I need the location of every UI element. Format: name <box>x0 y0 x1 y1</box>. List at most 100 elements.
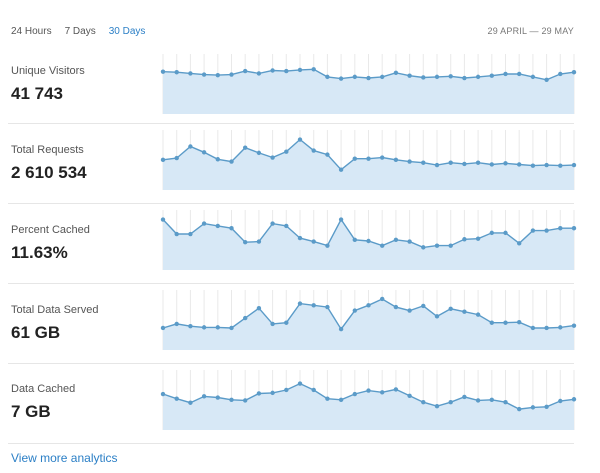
sparkline-point[interactable] <box>325 152 330 157</box>
sparkline-point[interactable] <box>256 71 262 76</box>
sparkline-point[interactable] <box>366 238 371 244</box>
sparkline-point[interactable] <box>503 320 508 325</box>
sparkline-point[interactable] <box>448 306 453 312</box>
sparkline-point[interactable] <box>215 157 220 162</box>
sparkline-point[interactable] <box>284 387 289 393</box>
sparkline-point[interactable] <box>407 73 412 78</box>
sparkline-point[interactable] <box>174 396 179 401</box>
sparkline-point[interactable] <box>215 72 220 78</box>
tab-7-days[interactable]: 7 Days <box>64 26 96 37</box>
sparkline-point[interactable] <box>571 397 577 402</box>
sparkline-point[interactable] <box>174 155 179 161</box>
sparkline-point[interactable] <box>475 398 481 403</box>
sparkline-point[interactable] <box>188 144 193 149</box>
sparkline-point[interactable] <box>462 161 467 167</box>
sparkline-point[interactable] <box>366 388 371 393</box>
sparkline-point[interactable] <box>448 160 453 165</box>
sparkline-point[interactable] <box>243 239 248 245</box>
sparkline-point[interactable] <box>503 399 508 405</box>
sparkline-point[interactable] <box>489 320 494 325</box>
sparkline-point[interactable] <box>475 160 481 165</box>
sparkline-point[interactable] <box>434 243 440 248</box>
sparkline-point[interactable] <box>448 243 453 248</box>
sparkline-point[interactable] <box>215 325 220 330</box>
sparkline-point[interactable] <box>201 394 207 399</box>
sparkline-point[interactable] <box>544 404 549 409</box>
sparkline-point[interactable] <box>325 396 330 401</box>
sparkline-point[interactable] <box>558 226 563 231</box>
sparkline-point[interactable] <box>229 325 234 331</box>
sparkline-point[interactable] <box>160 69 166 74</box>
sparkline-point[interactable] <box>462 75 467 81</box>
sparkline-point[interactable] <box>160 325 166 331</box>
sparkline-point[interactable] <box>489 397 494 403</box>
sparkline-point[interactable] <box>201 325 207 330</box>
sparkline-point[interactable] <box>544 162 549 168</box>
sparkline-point[interactable] <box>434 314 440 319</box>
sparkline-point[interactable] <box>558 398 563 404</box>
sparkline-point[interactable] <box>188 400 193 405</box>
sparkline-point[interactable] <box>311 303 316 308</box>
sparkline-point[interactable] <box>421 245 426 250</box>
sparkline-point[interactable] <box>229 397 234 403</box>
sparkline-point[interactable] <box>270 390 275 396</box>
sparkline-point[interactable] <box>393 70 399 76</box>
view-more-analytics-link[interactable]: View more analytics <box>11 451 118 465</box>
sparkline-point[interactable] <box>311 148 316 153</box>
sparkline-point[interactable] <box>434 162 440 168</box>
sparkline-point[interactable] <box>338 397 344 403</box>
tab-24-hours[interactable]: 24 Hours <box>11 26 52 37</box>
sparkline-point[interactable] <box>462 237 467 242</box>
sparkline-point[interactable] <box>311 67 316 72</box>
sparkline-point[interactable] <box>544 228 549 233</box>
sparkline-point[interactable] <box>366 75 371 81</box>
sparkline-point[interactable] <box>571 162 577 168</box>
sparkline-point[interactable] <box>311 387 316 393</box>
sparkline-point[interactable] <box>188 231 193 237</box>
sparkline-point[interactable] <box>188 324 193 329</box>
sparkline-point[interactable] <box>229 226 234 231</box>
sparkline-point[interactable] <box>160 217 166 222</box>
sparkline-point[interactable] <box>558 325 563 330</box>
sparkline-point[interactable] <box>270 155 275 160</box>
sparkline-point[interactable] <box>338 217 344 222</box>
sparkline-point[interactable] <box>366 303 371 308</box>
sparkline-point[interactable] <box>352 391 357 397</box>
sparkline-point[interactable] <box>352 308 357 313</box>
sparkline-point[interactable] <box>393 157 399 163</box>
sparkline-point[interactable] <box>489 230 494 236</box>
sparkline-point[interactable] <box>352 156 357 161</box>
sparkline-point[interactable] <box>571 323 577 328</box>
sparkline-point[interactable] <box>393 387 399 392</box>
sparkline-point[interactable] <box>448 399 453 405</box>
sparkline-point[interactable] <box>201 150 207 155</box>
sparkline-point[interactable] <box>517 241 522 246</box>
sparkline-point[interactable] <box>434 404 440 409</box>
sparkline-point[interactable] <box>489 73 494 78</box>
sparkline-point[interactable] <box>325 304 330 310</box>
sparkline-point[interactable] <box>421 75 426 80</box>
sparkline-point[interactable] <box>256 150 262 156</box>
sparkline-point[interactable] <box>215 223 220 229</box>
sparkline-point[interactable] <box>530 228 536 233</box>
sparkline-point[interactable] <box>174 70 179 75</box>
sparkline-point[interactable] <box>407 308 412 313</box>
sparkline-point[interactable] <box>325 243 330 248</box>
sparkline-point[interactable] <box>297 137 303 142</box>
sparkline-point[interactable] <box>311 239 316 244</box>
sparkline-point[interactable] <box>530 405 536 410</box>
sparkline-point[interactable] <box>530 325 536 331</box>
sparkline-point[interactable] <box>297 381 303 386</box>
sparkline-point[interactable] <box>475 236 481 241</box>
sparkline-point[interactable] <box>380 155 385 160</box>
sparkline-point[interactable] <box>393 237 399 243</box>
sparkline-point[interactable] <box>544 325 549 331</box>
sparkline-point[interactable] <box>243 68 248 74</box>
sparkline-point[interactable] <box>448 74 453 79</box>
sparkline-point[interactable] <box>174 321 179 327</box>
sparkline-point[interactable] <box>393 304 399 310</box>
sparkline-point[interactable] <box>421 160 426 165</box>
sparkline-point[interactable] <box>380 390 385 395</box>
sparkline-point[interactable] <box>256 391 262 396</box>
sparkline-point[interactable] <box>338 167 344 172</box>
